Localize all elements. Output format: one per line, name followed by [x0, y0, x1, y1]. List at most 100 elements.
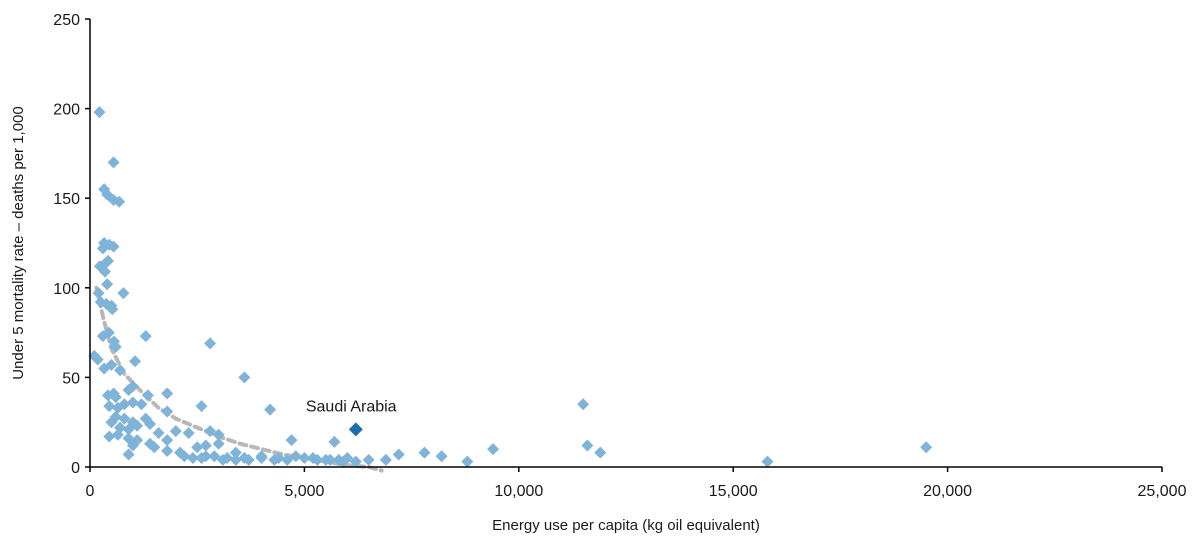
highlight-layer: Saudi Arabia	[306, 398, 397, 437]
data-point	[101, 278, 114, 291]
y-axis-title: Under 5 mortality rate – deaths per 1,00…	[10, 106, 27, 380]
y-tick-label: 0	[71, 460, 80, 477]
data-point	[182, 426, 195, 439]
data-point	[199, 450, 212, 463]
x-tick-label: 5,000	[284, 483, 324, 500]
data-point	[581, 439, 594, 452]
data-point	[349, 455, 362, 468]
data-point	[311, 453, 324, 466]
data-point	[117, 287, 130, 300]
data-point	[144, 417, 157, 430]
data-point	[289, 450, 302, 463]
data-point	[131, 419, 144, 432]
data-point	[285, 434, 298, 447]
data-point	[103, 430, 116, 443]
data-point	[487, 443, 500, 456]
data-point	[208, 450, 221, 463]
data-point	[418, 446, 431, 459]
data-point	[204, 425, 217, 438]
data-point	[93, 106, 106, 119]
x-tick-label: 25,000	[1138, 483, 1187, 500]
data-point	[113, 195, 126, 208]
y-tick-label: 50	[62, 370, 80, 387]
data-point	[106, 303, 119, 316]
data-point	[122, 423, 135, 436]
data-point	[268, 453, 281, 466]
data-point	[195, 400, 208, 413]
data-point	[161, 444, 174, 457]
data-point	[920, 441, 933, 454]
data-point	[118, 398, 131, 411]
data-point	[118, 412, 131, 425]
data-point	[109, 340, 122, 353]
x-tick-label: 20,000	[923, 483, 972, 500]
data-point	[161, 405, 174, 418]
data-point	[96, 242, 109, 255]
data-point	[212, 428, 225, 441]
data-point	[111, 428, 124, 441]
data-point	[336, 455, 349, 468]
y-tick-label: 100	[53, 281, 80, 298]
data-point	[105, 358, 118, 371]
data-point	[161, 387, 174, 400]
data-point	[186, 452, 199, 465]
data-point	[107, 156, 120, 169]
data-point	[152, 426, 165, 439]
data-point	[264, 403, 277, 416]
x-tick-label: 10,000	[494, 483, 543, 500]
data-point	[362, 453, 375, 466]
data-point	[594, 446, 607, 459]
data-point	[191, 441, 204, 454]
data-point	[577, 398, 590, 411]
data-point	[212, 437, 225, 450]
data-point	[99, 265, 112, 278]
data-point	[129, 355, 142, 368]
axes-layer: 0 50 100 150 200 250 0 5,000 10,000 15,000 20,000 2…	[53, 12, 1186, 500]
data-point	[324, 453, 337, 466]
x-tick-label: 15,000	[709, 483, 758, 500]
data-point	[105, 416, 118, 429]
data-point	[114, 364, 127, 377]
data-point	[229, 453, 242, 466]
data-point	[199, 439, 212, 452]
data-point	[379, 453, 392, 466]
data-point	[109, 391, 122, 404]
data-point	[178, 450, 191, 463]
highlight-point	[348, 422, 363, 437]
data-point	[91, 353, 104, 366]
data-point	[139, 330, 152, 343]
data-point	[761, 455, 774, 468]
data-point	[435, 450, 448, 463]
highlight-label: Saudi Arabia	[306, 398, 397, 415]
points-layer	[88, 106, 933, 468]
x-tick-label: 0	[86, 483, 95, 500]
x-axis-title: Energy use per capita (kg oil equivalent…	[492, 517, 760, 534]
data-point	[96, 330, 109, 343]
data-point	[122, 448, 135, 461]
data-point	[126, 396, 139, 409]
data-point	[229, 446, 242, 459]
data-point	[92, 287, 105, 300]
data-point	[141, 389, 154, 402]
data-point	[255, 452, 268, 465]
data-point	[107, 240, 120, 253]
data-point	[204, 337, 217, 350]
data-point	[161, 434, 174, 447]
data-point	[281, 453, 294, 466]
y-tick-label: 150	[53, 191, 80, 208]
data-point	[148, 441, 161, 454]
data-point	[238, 371, 251, 384]
data-point	[392, 448, 405, 461]
y-tick-label: 250	[53, 12, 80, 29]
data-point	[135, 398, 148, 411]
data-point	[242, 453, 255, 466]
data-point	[103, 400, 116, 413]
data-point	[328, 435, 341, 448]
data-point	[169, 425, 182, 438]
data-point	[298, 452, 311, 465]
data-point	[461, 455, 474, 468]
data-point	[122, 383, 135, 396]
data-point	[216, 453, 229, 466]
y-tick-label: 200	[53, 102, 80, 119]
